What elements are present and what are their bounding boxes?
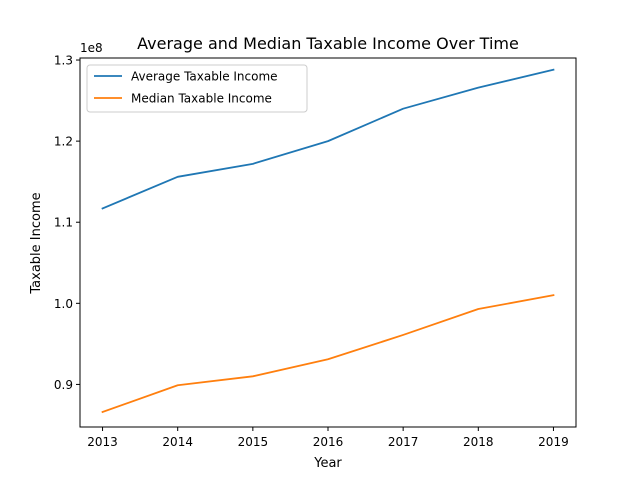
x-tick-label: 2016 <box>313 435 344 449</box>
y-tick-label: 1.2 <box>54 135 73 149</box>
y-tick-label: 1.3 <box>54 54 73 68</box>
x-tick-label: 2019 <box>538 435 569 449</box>
chart-title: Average and Median Taxable Income Over T… <box>137 34 519 53</box>
legend-label: Average Taxable Income <box>131 70 278 84</box>
x-tick-label: 2013 <box>87 435 118 449</box>
legend-label: Median Taxable Income <box>131 92 272 106</box>
y-tick-label: 1.1 <box>54 216 73 230</box>
x-tick-label: 2018 <box>463 435 494 449</box>
x-tick-label: 2017 <box>388 435 419 449</box>
legend: Average Taxable Income Median Taxable Inc… <box>87 65 307 112</box>
x-tick-label: 2014 <box>162 435 193 449</box>
x-tick-label: 2015 <box>238 435 269 449</box>
y-axis-offset-text: 1e8 <box>80 41 103 55</box>
y-axis-label: Taxable Income <box>29 192 44 294</box>
x-axis-label: Year <box>313 456 342 471</box>
y-tick-label: 1.0 <box>54 297 73 311</box>
y-tick-label: 0.9 <box>54 378 73 392</box>
